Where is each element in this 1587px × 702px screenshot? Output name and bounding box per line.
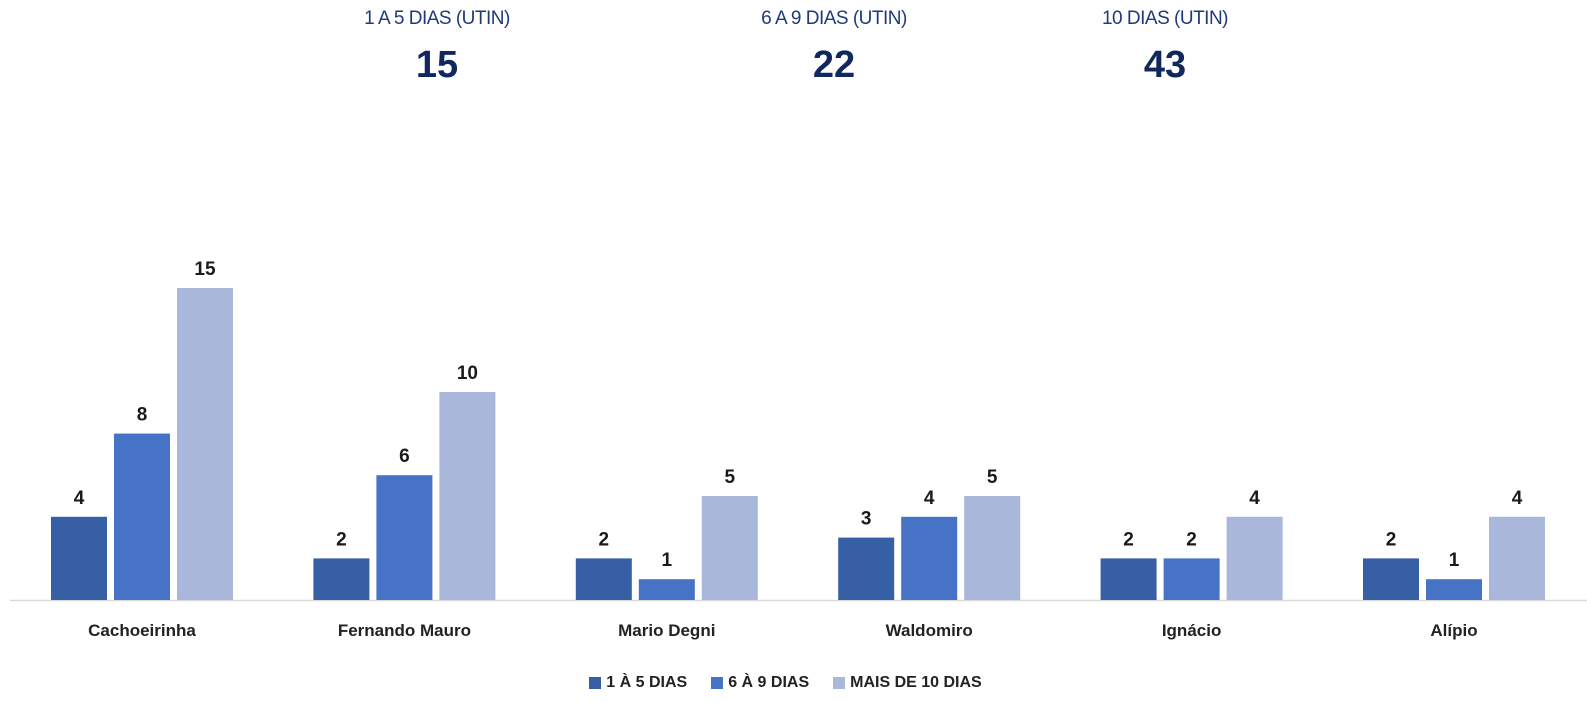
bar xyxy=(575,558,632,600)
kpi-label: 6 A 9 DIAS (UTIN) xyxy=(761,8,907,29)
bar xyxy=(1363,558,1419,600)
data-label: 1 xyxy=(1449,550,1460,571)
bar xyxy=(1489,516,1545,600)
category-label: Alípio xyxy=(1430,621,1477,640)
bar xyxy=(1226,516,1283,600)
legend-swatch xyxy=(711,677,724,689)
data-label: 4 xyxy=(1512,488,1523,509)
kpi-value: 43 xyxy=(1143,44,1187,86)
data-label: 5 xyxy=(725,467,736,488)
bar xyxy=(1163,558,1220,600)
data-label: 8 xyxy=(137,405,148,426)
kpi-value: 15 xyxy=(415,44,459,86)
kpi-10-days: 10 DIAS (UTIN) 43 xyxy=(1015,8,1315,87)
legend-label: 6 À 9 DIAS xyxy=(728,674,810,691)
legend-label: 1 À 5 DIAS xyxy=(606,674,688,691)
bar xyxy=(838,537,895,600)
bar xyxy=(313,558,370,600)
bar xyxy=(1426,579,1482,600)
data-label: 1 xyxy=(662,550,673,571)
bar xyxy=(376,475,433,600)
kpi-6-9-days: 6 A 9 DIAS (UTIN) 22 xyxy=(684,8,984,87)
category-label: Cachoeirinha xyxy=(88,621,196,640)
bar xyxy=(638,579,695,600)
bar xyxy=(439,392,496,600)
chart-legend: 1 À 5 DIAS 6 À 9 DIAS MAIS DE 10 DIAS xyxy=(0,674,1579,692)
data-label: 2 xyxy=(336,529,347,550)
bar xyxy=(114,433,170,600)
legend-item-10-plus-days: MAIS DE 10 DIAS xyxy=(833,674,982,692)
data-label: 4 xyxy=(924,488,935,509)
kpi-label: 1 A 5 DIAS (UTIN) xyxy=(364,8,510,29)
data-label: 3 xyxy=(861,509,872,530)
category-label: Ignácio xyxy=(1162,621,1222,640)
bar xyxy=(51,516,107,600)
legend-swatch xyxy=(589,677,602,689)
data-label: 2 xyxy=(599,529,610,550)
data-label: 2 xyxy=(1123,529,1134,550)
data-label: 6 xyxy=(399,446,410,467)
kpi-1-5-days: 1 A 5 DIAS (UTIN) 15 xyxy=(287,8,587,87)
bar xyxy=(964,496,1021,600)
data-label: 2 xyxy=(1186,529,1197,550)
legend-swatch xyxy=(833,677,846,689)
bar xyxy=(177,288,233,600)
category-label: Waldomiro xyxy=(886,621,973,640)
data-label: 5 xyxy=(987,467,998,488)
legend-label: MAIS DE 10 DIAS xyxy=(850,674,982,691)
data-label: 2 xyxy=(1386,529,1397,550)
bar xyxy=(1100,558,1157,600)
legend-item-1-5-days: 1 À 5 DIAS xyxy=(589,674,687,692)
kpi-label: 10 DIAS (UTIN) xyxy=(1101,8,1229,29)
data-label: 4 xyxy=(74,488,85,509)
bar xyxy=(901,516,958,600)
category-label: Mario Degni xyxy=(618,621,715,640)
data-label: 4 xyxy=(1249,488,1260,509)
data-label: 15 xyxy=(194,259,216,280)
legend-item-6-9-days: 6 À 9 DIAS xyxy=(711,674,809,692)
bar xyxy=(701,496,758,600)
category-label: Fernando Mauro xyxy=(338,621,471,640)
data-label: 10 xyxy=(457,363,478,384)
kpi-value: 22 xyxy=(812,44,856,86)
